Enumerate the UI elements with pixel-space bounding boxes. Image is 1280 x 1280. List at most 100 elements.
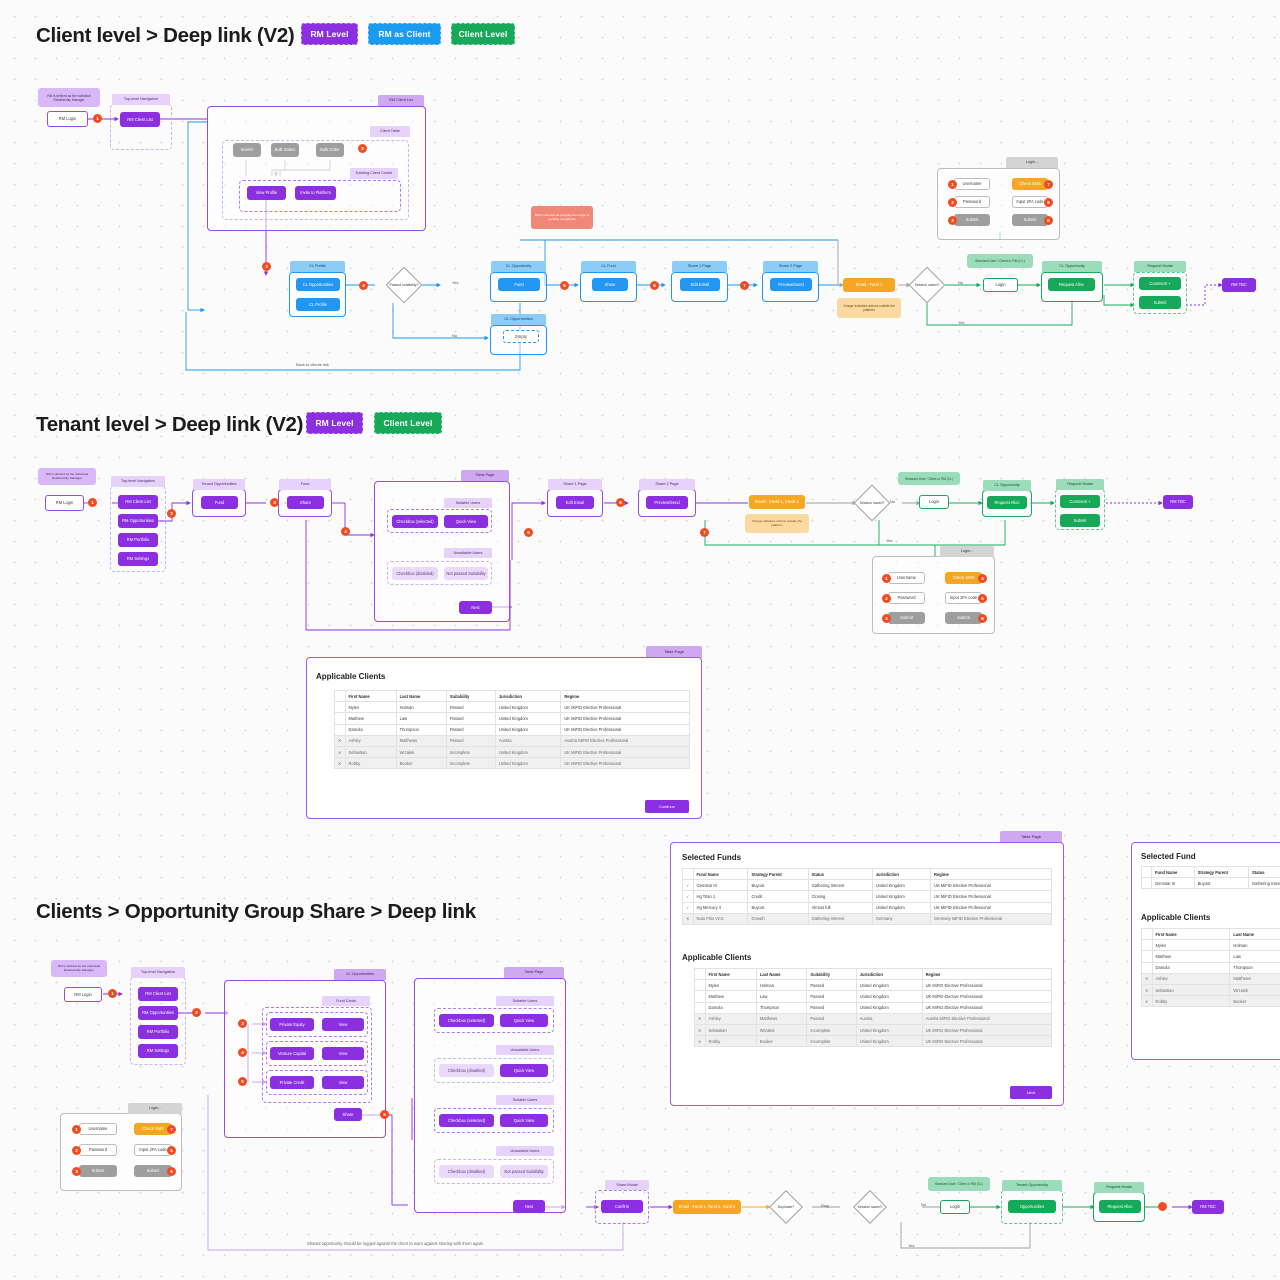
node-group-2-right[interactable]: Quick View: [500, 1064, 548, 1077]
node-login-2fa-1[interactable]: Input 2FA code: [1012, 196, 1048, 208]
table-row[interactable]: ✕ Sebastian Wrzalek: [1141, 983, 1280, 997]
node-share-btn-2[interactable]: Share: [287, 496, 324, 509]
table-row[interactable]: Matthew Law Passed United Kingdom UK MiFID E…: [694, 990, 1053, 1003]
table-row[interactable]: ✕ Sebastian Wrzalek Incomplete United Kingdo…: [334, 745, 690, 759]
node-bulk-status[interactable]: Bulk Status: [271, 143, 299, 157]
table-row[interactable]: ✕ Robby Booker Incomplete United Kingdom UK M…: [334, 757, 690, 770]
node-group-1-right[interactable]: Quick View: [500, 1014, 548, 1027]
table-row[interactable]: Matthew Law: [1141, 950, 1280, 963]
node-submit-btn-2[interactable]: Submit: [1060, 514, 1100, 527]
node-group-1-left[interactable]: Checkbox (selected): [439, 1014, 494, 1027]
node-login-username-3[interactable]: Username: [79, 1123, 117, 1135]
node-view-profile[interactable]: View Profile: [247, 186, 286, 200]
table-row[interactable]: ✕ Sebastian Wrzalek Incomplete United Kingdo…: [694, 1023, 1053, 1037]
table-row[interactable]: Damola Thompson Passed United Kingdom UK MiF…: [694, 1001, 1053, 1014]
node-rm-login-3[interactable]: RM Login: [64, 987, 102, 1002]
node-nav-rm-client-list-2[interactable]: RM Client List: [118, 495, 158, 509]
node-cl-profile-btn[interactable]: CL Profile: [296, 298, 340, 311]
node-fund-btn-1[interactable]: Fund: [498, 278, 540, 291]
node-login-btn-3[interactable]: Login: [940, 1200, 970, 1214]
table-row[interactable]: ✓ Hg Mercury 4 Buyout Almost full United Kin…: [682, 901, 1053, 914]
node-request-alloc-1[interactable]: Request Alloc: [1048, 278, 1095, 291]
node-nav-rm-settings-2[interactable]: RM Settings: [118, 552, 158, 566]
node-request-alloc-3[interactable]: Request Alloc: [1099, 1200, 1141, 1213]
node-comment-field-1[interactable]: Comment +: [1139, 277, 1181, 290]
node-quick-view-2[interactable]: Quick View: [444, 515, 488, 528]
node-login-password-2[interactable]: Password: [888, 592, 925, 604]
node-group-3-left[interactable]: Checkbox (selected): [439, 1114, 494, 1127]
node-login-submit-3[interactable]: Submit: [79, 1165, 117, 1177]
node-nav-rm-client-list-3[interactable]: RM Client List: [138, 987, 178, 1001]
node-submit-btn-1[interactable]: Submit: [1139, 296, 1181, 309]
table-row[interactable]: ✕ Ashley Matthews Passed Austria Austria MiFI…: [694, 1012, 1053, 1025]
node-rm-login-2[interactable]: RM Login: [45, 495, 84, 511]
node-fund-btn-2[interactable]: Fund: [201, 496, 238, 509]
table-cell: Passed: [445, 723, 496, 736]
node-comment-field-2[interactable]: Comment +: [1060, 495, 1100, 508]
node-search[interactable]: Search: [233, 143, 261, 157]
node-login-password-1[interactable]: Password: [954, 196, 990, 208]
table-selected-funds: Fund Name Strategy Parent Status Jurisdicti…: [682, 867, 1053, 925]
node-login-submit-1[interactable]: Submit: [954, 214, 990, 226]
node-cl-opportunities-btn[interactable]: CL Opportunities: [296, 278, 340, 291]
table-row[interactable]: ✕ Robby Booker Incomplete United Kingdom UK M…: [694, 1035, 1053, 1048]
node-share-btn-3[interactable]: Share: [334, 1108, 362, 1121]
node-rm-login-1[interactable]: RM Login: [47, 111, 88, 127]
node-confirm-btn-3[interactable]: Confirm: [601, 1200, 643, 1213]
node-nav-rm-opportunities-3[interactable]: RM Opportunities: [138, 1006, 178, 1020]
node-edit-email-2[interactable]: Edit Email: [556, 496, 594, 509]
node-bulk-order[interactable]: Bulk Order: [316, 143, 344, 157]
table-row[interactable]: Damola Thompson: [1141, 961, 1280, 974]
table-row[interactable]: Damola Thompson Passed United Kingdom UK MiF…: [334, 723, 690, 736]
table-row[interactable]: ✕ Nutu Pitis VCS Growth Gathering Interest G…: [682, 912, 1053, 925]
node-rm-client-list-1[interactable]: RM Client List: [120, 112, 160, 127]
node-login-submit2-3[interactable]: Submit: [134, 1165, 172, 1177]
node-login-2fa-2[interactable]: Input 2FA code: [945, 592, 982, 604]
node-login-password-3[interactable]: Password: [79, 1144, 117, 1156]
node-fund-view-1[interactable]: View: [322, 1018, 364, 1031]
node-fund-name-1[interactable]: Private Equity: [270, 1018, 314, 1031]
node-request-alloc-2[interactable]: Request Alloc: [987, 496, 1027, 509]
node-edit-email-1[interactable]: Edit Email: [680, 278, 720, 291]
node-login-username-2[interactable]: Username: [888, 572, 925, 584]
node-fund-view-2[interactable]: View: [322, 1047, 364, 1060]
node-login-check-sms-2[interactable]: Check SMS: [945, 572, 982, 584]
node-login-submit-2[interactable]: Submit: [888, 612, 925, 624]
node-login-check-sms-1[interactable]: Check SMS: [1012, 178, 1048, 190]
node-fund-name-3[interactable]: Private Credit: [270, 1076, 314, 1089]
node-login-submit2-1[interactable]: Submit: [1012, 214, 1048, 226]
node-preview-send-1[interactable]: Preview/Send: [770, 278, 812, 291]
table-row[interactable]: Matthew Law Passed United Kingdom UK MiFID E…: [334, 712, 690, 725]
node-nav-rm-portfolio-3[interactable]: RM Portfolio: [138, 1025, 178, 1039]
node-checkbox-selected-2[interactable]: Checkbox (selected): [392, 515, 438, 528]
table-row[interactable]: ✕ Robby Booker: [1141, 995, 1280, 1008]
node-login-submit2-2[interactable]: Submit: [945, 612, 982, 624]
table-row[interactable]: ✓ Gemstar III Buyout Gathering Interest Unit…: [682, 879, 1053, 892]
node-share-btn-1[interactable]: Share: [592, 278, 628, 291]
button-continue-applicable[interactable]: Continue: [645, 800, 689, 813]
node-nav-rm-opportunities-2[interactable]: RM Opportunities: [118, 514, 158, 528]
table-row[interactable]: Myles Holman Passed United Kingdom UK MiFID …: [694, 979, 1053, 992]
node-fund-view-3[interactable]: View: [322, 1076, 364, 1089]
node-nav-rm-settings-3[interactable]: RM Settings: [138, 1044, 178, 1058]
node-invite-to-platform[interactable]: Invite to Platform: [295, 186, 336, 200]
node-next-btn-2[interactable]: Next: [459, 601, 492, 614]
node-fund-name-2[interactable]: Venture Capital: [270, 1047, 314, 1060]
table-row[interactable]: ✓ Hg Titan 1 Credit Closing United Kingdom UK…: [682, 890, 1053, 903]
node-login-btn-1[interactable]: Login: [983, 278, 1018, 292]
table-row[interactable]: ✕ Ashley Matthews Passed Austria Austria MiFI…: [334, 734, 690, 747]
node-next-btn-3[interactable]: Next: [513, 1200, 545, 1213]
node-opportunities-btn-3[interactable]: Opportunities: [1008, 1200, 1056, 1213]
table-cell: Sebastian: [704, 1023, 757, 1037]
node-login-btn-2[interactable]: Login: [919, 495, 949, 509]
node-preview-send-2[interactable]: Preview/Send: [646, 496, 688, 509]
table-row[interactable]: Myles Holman Passed United Kingdom UK MiFID …: [334, 701, 690, 714]
table-row[interactable]: Myles Holman: [1141, 939, 1280, 952]
button-next-funds[interactable]: Next: [1010, 1086, 1052, 1099]
node-group-3-right[interactable]: Quick View: [500, 1114, 548, 1127]
node-login-check-sms-3[interactable]: Check SMS: [134, 1123, 172, 1135]
node-nav-rm-portfolio-2[interactable]: RM Portfolio: [118, 533, 158, 547]
table-row[interactable]: ✕ Ashley Matthews: [1141, 972, 1280, 985]
node-login-username-1[interactable]: Username: [954, 178, 990, 190]
